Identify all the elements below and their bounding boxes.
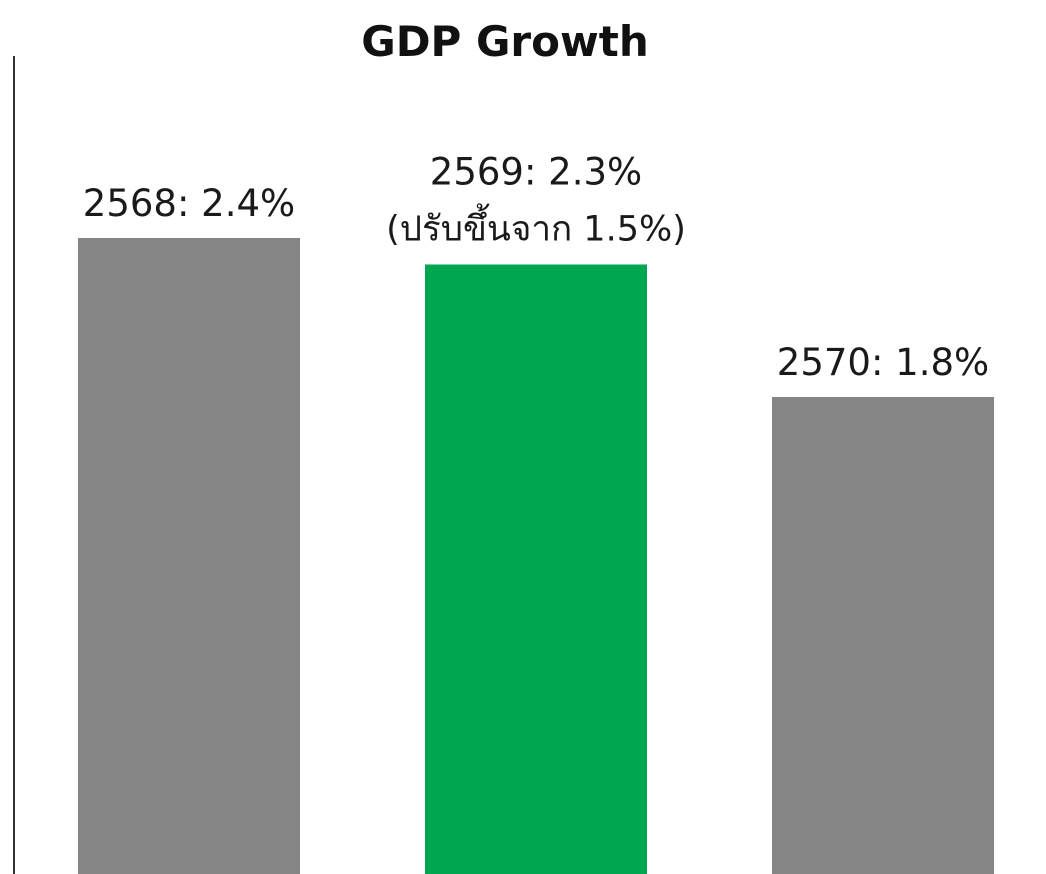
data-labels-group: 2568: 2.4% (ปรับขึ้นจาก 1.5%) 2569: 2.3% 25… xyxy=(83,151,989,385)
bars-group xyxy=(78,238,994,874)
bar-2570 xyxy=(772,397,994,874)
data-note-2569: (ปรับขึ้นจาก 1.5%) xyxy=(386,203,686,250)
bar-2568 xyxy=(78,238,300,874)
chart-title: GDP Growth xyxy=(361,17,649,66)
data-label-2570: 2570: 1.8% xyxy=(777,341,989,384)
bar-2569 xyxy=(425,264,647,874)
data-label-2569: 2569: 2.3% xyxy=(430,151,642,194)
data-label-2568: 2568: 2.4% xyxy=(83,182,295,225)
